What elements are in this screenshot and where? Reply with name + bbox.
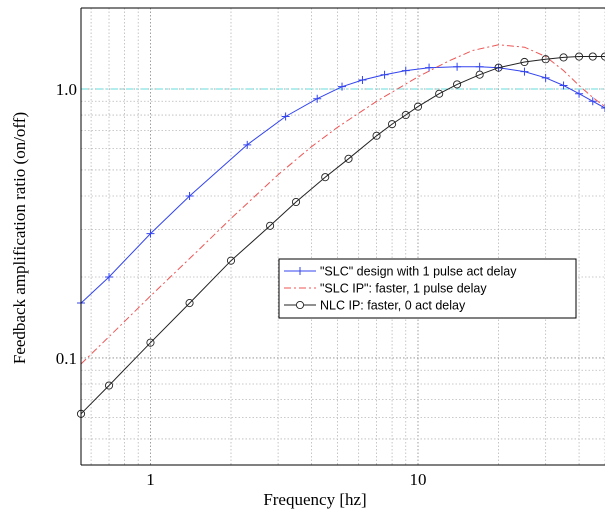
series-point-marker — [475, 70, 484, 79]
series-point-marker — [435, 89, 444, 98]
series-point-marker — [588, 97, 597, 106]
series-point-marker — [401, 66, 410, 75]
series-point-marker — [281, 112, 290, 121]
series-point-marker — [380, 70, 389, 79]
series-point-marker — [588, 52, 597, 61]
series-point-marker — [226, 256, 236, 265]
series-point-marker — [600, 52, 605, 61]
series-point-marker — [559, 53, 568, 62]
legend-entry-label: "SLC IP": faster, 1 pulse delay — [320, 282, 487, 296]
series-point-marker — [372, 131, 381, 140]
series-group — [77, 62, 605, 308]
series-point-marker — [313, 94, 322, 103]
series-line — [80, 56, 605, 415]
y-axis-label: Feedback amplification ratio (on/off) — [10, 112, 29, 364]
x-tick-label: 1 — [146, 470, 155, 489]
series-point-marker — [520, 57, 529, 67]
tick-label-layer: 1 10 0.1 1.0 — [56, 80, 427, 489]
series-point-marker — [541, 73, 550, 82]
series-point-marker — [559, 81, 568, 90]
legend-entries: "SLC" design with 1 pulse act delay "SLC … — [284, 265, 517, 313]
series-point-marker — [453, 80, 462, 89]
series-point-marker — [243, 140, 252, 149]
plot-frame-layer — [80, 7, 605, 466]
series-point-marker — [146, 229, 155, 238]
series-point-marker — [388, 120, 397, 129]
series-point-marker — [105, 272, 114, 281]
grid-layer — [81, 7, 605, 466]
series-point-marker — [185, 299, 194, 308]
y-tick-label: 1.0 — [56, 80, 77, 99]
series-line — [80, 44, 605, 365]
series-point-marker — [146, 338, 155, 347]
series-point-marker — [601, 103, 605, 112]
x-axis-label: Frequency [hz] — [263, 490, 366, 509]
legend-box — [278, 258, 577, 319]
series-point-marker — [358, 75, 367, 84]
legend-entry-label: NLC IP: faster, 0 act delay — [320, 299, 466, 313]
legend-entry: "SLC" design with 1 pulse act delay — [284, 265, 517, 279]
series-point-marker — [266, 221, 275, 230]
series-point-marker — [291, 197, 301, 207]
series-point-marker — [453, 62, 462, 71]
legend-entry: "SLC IP": faster, 1 pulse delay — [284, 282, 487, 296]
series-point-marker — [413, 102, 423, 111]
series-point-marker — [494, 63, 503, 72]
legend-marker — [296, 267, 304, 275]
series-point-marker — [575, 89, 584, 98]
series-group — [80, 44, 605, 365]
series-point-marker — [344, 154, 353, 163]
legend-entry: NLC IP: faster, 0 act delay — [284, 299, 466, 313]
y-tick-label: 0.1 — [56, 349, 77, 368]
series-point-marker — [185, 192, 194, 201]
series-point-marker — [425, 63, 434, 72]
series-point-marker — [321, 173, 330, 182]
legend: "SLC" design with 1 pulse act delay "SLC … — [278, 258, 577, 319]
legend-entry-label: "SLC" design with 1 pulse act delay — [320, 265, 517, 279]
series-point-marker — [541, 55, 550, 64]
series-layer — [76, 44, 605, 418]
series-point-marker — [475, 62, 484, 71]
x-tick-label: 10 — [409, 470, 426, 489]
legend-marker — [295, 300, 305, 310]
plot-area-background — [81, 8, 605, 465]
series-point-marker — [338, 82, 347, 91]
series-point-marker — [575, 52, 584, 61]
series-point-marker — [401, 110, 410, 120]
series-point-marker — [104, 381, 114, 390]
series-point-marker — [520, 67, 529, 76]
series-group — [76, 52, 605, 418]
